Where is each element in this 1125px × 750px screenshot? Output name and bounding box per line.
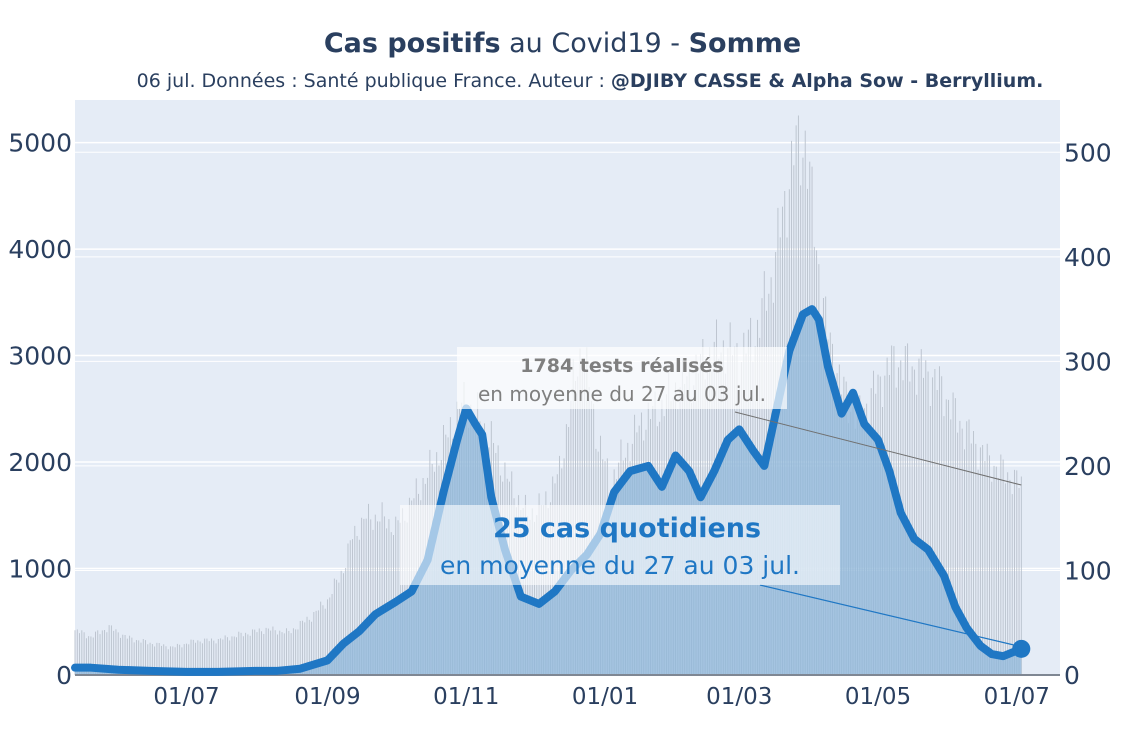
y-right-tick-label: 100 — [1064, 556, 1112, 585]
cases-annotation-value: 25 cas quotidiens — [493, 513, 761, 544]
cases-annotation-box — [400, 505, 840, 585]
tests-annotation-period: en moyenne du 27 au 03 jul. — [478, 382, 766, 406]
y-left-tick-label: 2000 — [8, 448, 72, 477]
x-tick-label: 01/11 — [433, 684, 499, 710]
x-tick-label: 01/03 — [706, 684, 772, 710]
subtitle-author: @DJIBY CASSE & Alpha Sow - Berryllium. — [610, 70, 1044, 92]
y-right-tick-label: 500 — [1064, 138, 1112, 167]
x-tick-label: 01/07 — [153, 684, 219, 710]
cases-line — [71, 305, 1026, 676]
y-left-tick-label: 0 — [56, 661, 72, 690]
tests-annotation-box — [457, 347, 787, 409]
subtitle-source: 06 jul. Données : Santé publique France.… — [136, 70, 611, 92]
title-bold-part: Cas positifs — [323, 28, 501, 59]
y-right-tick-label: 300 — [1064, 347, 1112, 376]
y-right-tick-label: 0 — [1064, 661, 1080, 690]
y-left-tick-label: 4000 — [8, 235, 72, 264]
cases-annotation-period: en moyenne du 27 au 03 jul. — [440, 551, 800, 580]
chart-subtitle: 06 jul. Données : Santé publique France.… — [0, 70, 1125, 92]
y-left-tick-label: 1000 — [8, 555, 72, 584]
x-tick-label: 01/01 — [572, 684, 638, 710]
x-tick-label: 01/07 — [984, 684, 1050, 710]
title-normal-part: au Covid19 - — [500, 28, 689, 59]
chart-title: Cas positifs au Covid19 - Somme — [0, 28, 1125, 59]
y-right-tick-label: 400 — [1064, 243, 1112, 272]
title-department: Somme — [688, 28, 802, 59]
y-left-tick-label: 3000 — [8, 342, 72, 371]
y-left-tick-label: 5000 — [8, 129, 72, 158]
tests-annotation-arrow — [734, 411, 1022, 486]
x-tick-label: 01/09 — [294, 684, 360, 710]
tests-annotation-value: 1784 tests réalisés — [520, 355, 723, 377]
x-tick-label: 01/05 — [845, 684, 911, 710]
y-right-tick-label: 200 — [1064, 452, 1112, 481]
cases-annotation-arrow — [759, 584, 1014, 646]
cases-last-point — [1012, 639, 1031, 658]
